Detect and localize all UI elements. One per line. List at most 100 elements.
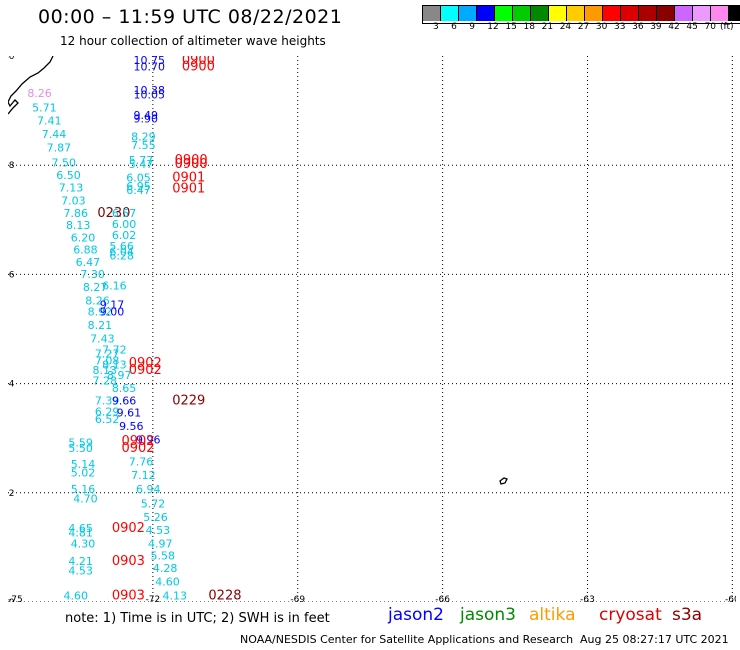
time-label: 0901 <box>172 171 205 186</box>
wave-height-label: 10.38 <box>134 84 166 97</box>
y-tick-label: 32 <box>8 489 14 499</box>
satellite-legend-altika: altika <box>529 605 576 625</box>
y-tick-label: 30 <box>8 598 15 602</box>
wave-height-label: 6.02 <box>112 229 137 242</box>
wave-height-label: 8.29 <box>131 131 156 144</box>
scale-swatch <box>639 6 657 21</box>
wave-height-label: 9.66 <box>112 394 137 407</box>
wave-height-label: 6.47 <box>126 184 151 197</box>
wave-height-label: 8.13 <box>93 364 118 377</box>
time-label: 0902 <box>129 363 162 378</box>
wave-height-label: 7.72 <box>102 344 127 357</box>
time-label: 0230 <box>97 206 130 221</box>
wave-height-label: 4.97 <box>148 537 173 550</box>
time-label: 0900 <box>175 157 208 172</box>
wave-height-label: 10.75 <box>134 56 166 67</box>
scale-swatch <box>675 6 693 21</box>
color-scale-labels: 3 6 9 12 15 18 21 24 27 30 33 36 39 42 45 70 (ft) <box>422 22 740 34</box>
wave-height-label: 9.49 <box>134 109 159 122</box>
satellite-legend-s3a: s3a <box>672 605 703 625</box>
wave-height-label: 4.60 <box>64 589 89 602</box>
wave-height-map: -75 -72 -69 -66 -63 -60 40 38 36 34 32 30 10.7510.7… <box>8 56 736 602</box>
wave-height-label: 4.21 <box>68 555 93 568</box>
x-tick-label: -60 <box>725 595 736 602</box>
coastline-path <box>8 56 54 115</box>
wave-height-label: 7.27 <box>95 347 120 360</box>
time-label: 0228 <box>208 588 241 602</box>
page-subtitle: 12 hour collection of altimeter wave hei… <box>60 34 326 48</box>
wave-height-label: 8.97 <box>107 369 132 382</box>
wave-height-label: 4.65 <box>68 522 93 535</box>
wave-height-label: 8.21 <box>88 319 113 332</box>
wave-height-label: 7.08 <box>95 354 120 367</box>
wave-height-label: 6.16 <box>102 280 127 293</box>
scale-swatch <box>477 6 495 21</box>
wave-height-label: 8.13 <box>102 358 127 371</box>
scale-label: 12 <box>487 22 499 32</box>
time-label: 0902 <box>129 356 162 371</box>
time-label: 0902 <box>121 434 154 449</box>
wave-height-label: 7.86 <box>64 207 89 220</box>
island-path <box>499 477 508 485</box>
wave-height-label: 4.30 <box>71 537 96 550</box>
wave-height-label: 7.50 <box>51 156 76 169</box>
x-tick-label: -75 <box>8 595 23 602</box>
x-tick-label: -72 <box>146 595 161 602</box>
time-label: 0900 <box>175 153 208 168</box>
wave-height-label: 5.16 <box>71 483 96 496</box>
scale-label: 30 <box>595 22 608 32</box>
wave-height-label: 6.04 <box>109 245 134 258</box>
wave-height-label: 6.88 <box>73 244 98 257</box>
wave-height-label: 4.53 <box>146 524 171 537</box>
wave-height-label: 6.29 <box>95 405 120 418</box>
wave-height-label: 9.61 <box>117 406 141 419</box>
wave-height-label: 9.96 <box>136 434 161 447</box>
satellite-legend-jason3: jason3 <box>460 605 516 625</box>
y-tick-label: 36 <box>8 270 15 280</box>
wave-height-label: 7.30 <box>80 268 105 281</box>
wave-height-label: 9.90 <box>134 113 159 126</box>
scale-label: 21 <box>541 22 554 32</box>
scale-swatch <box>495 6 513 21</box>
scale-label: 42 <box>668 22 680 32</box>
satellite-legend-jason2: jason2 <box>388 605 444 625</box>
scale-label: 9 <box>469 22 475 32</box>
wave-height-label: 4.28 <box>153 562 178 575</box>
wave-height-label: 8.92 <box>88 305 113 318</box>
time-label: 0900 <box>182 56 215 68</box>
scale-swatch <box>585 6 603 21</box>
scale-label: 70 <box>704 22 716 32</box>
wave-height-label: 7.12 <box>131 469 156 482</box>
wave-height-label: 7.55 <box>131 139 156 152</box>
scale-swatch <box>729 6 740 21</box>
credit-text: NOAA/NESDIS Center for Satellite Applica… <box>240 633 574 646</box>
scale-label: 24 <box>559 22 572 32</box>
scale-label: 18 <box>523 22 535 32</box>
scale-label: 27 <box>577 22 590 32</box>
wave-height-label: 4.13 <box>163 589 188 602</box>
scale-unit: (ft) <box>720 22 734 32</box>
wave-height-label: 6.47 <box>76 256 101 269</box>
wave-height-label: 5.66 <box>109 240 134 253</box>
wave-height-label: 5.71 <box>32 102 57 115</box>
timestamp-text: Aug 25 08:27:17 UTC 2021 <box>580 633 729 646</box>
wave-height-label: 7.87 <box>47 142 72 155</box>
scale-label: 3 <box>433 22 439 32</box>
time-label: 0902 <box>112 521 145 536</box>
time-label: 0903 <box>112 554 145 569</box>
x-tick-label: -69 <box>290 595 305 602</box>
wave-height-label: 10.05 <box>134 89 166 102</box>
time-label: 0903 <box>112 588 145 602</box>
wave-height-label: 7.28 <box>93 375 118 388</box>
wave-height-label: 8.13 <box>66 219 91 232</box>
scale-swatch <box>657 6 675 21</box>
scale-swatch <box>513 6 531 21</box>
scale-label: 33 <box>614 22 626 32</box>
wave-height-label: 6.52 <box>95 413 120 426</box>
scale-swatch <box>603 6 621 21</box>
wave-height-label: 7.41 <box>37 114 62 127</box>
wave-height-label: 7.76 <box>129 456 154 469</box>
wave-height-label: 5.77 <box>129 154 154 167</box>
wave-height-label: 7.43 <box>90 333 115 346</box>
